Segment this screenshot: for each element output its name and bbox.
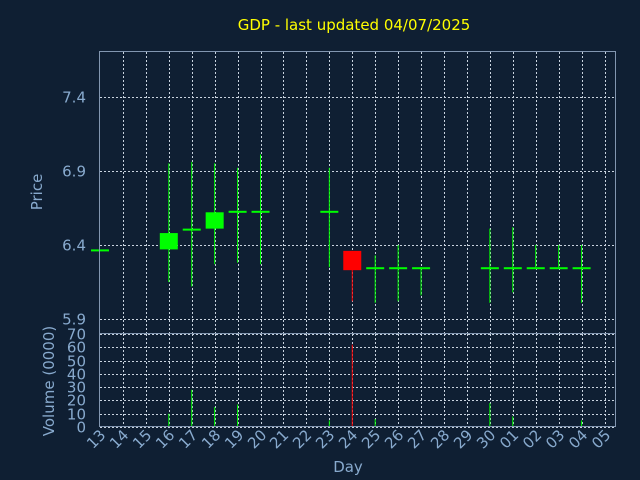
candle-body: [412, 267, 431, 270]
volume-tick-label: 40: [67, 366, 86, 384]
candle-body: [320, 210, 339, 213]
candle-body: [343, 250, 362, 271]
volume-bars: [168, 344, 583, 427]
candle-03: [549, 244, 568, 270]
volume-panel-frame: [99, 333, 616, 427]
volume-grid: [100, 334, 616, 428]
x-axis-ticks: 1314151617181920212223242526272829300102…: [83, 426, 614, 452]
price-candles: [91, 154, 591, 303]
candle-body: [526, 267, 545, 270]
candle-17: [182, 161, 201, 287]
candle-30: [480, 228, 499, 303]
volume-tick-label: 60: [67, 339, 86, 357]
volume-tick-label: 10: [67, 406, 86, 424]
candle-body: [503, 267, 522, 270]
volume-tick-label: 20: [67, 392, 86, 410]
price-tick-label: 7.4: [62, 89, 86, 107]
price-tick-label: 5.9: [62, 311, 86, 329]
candle-body: [389, 267, 408, 270]
candle-27: [412, 267, 431, 296]
candle-body: [572, 267, 591, 270]
candle-body: [549, 267, 568, 270]
volume-tick-label: 70: [67, 326, 86, 344]
chart-title: GDP - last updated 04/07/2025: [238, 16, 471, 34]
price-panel: 5.9 6.4 6.9 7.4 Price: [28, 51, 616, 334]
price-tick-label: 6.4: [62, 237, 86, 255]
volume-tick-label: 30: [67, 379, 86, 397]
price-axis-label: Price: [28, 174, 46, 211]
candle-02: [526, 244, 545, 270]
candle-body: [205, 212, 224, 229]
candle-25: [366, 255, 385, 303]
volume-axis-label: Volume (0000): [40, 326, 58, 436]
price-grid: [100, 52, 616, 334]
volume-tick-label: 0: [76, 419, 86, 437]
price-y-ticks: 5.9 6.4 6.9 7.4: [62, 89, 86, 329]
candle-body: [251, 210, 270, 213]
candle-01: [503, 227, 522, 293]
candle-body: [480, 267, 499, 270]
candle-body: [228, 210, 247, 213]
candle-body: [159, 233, 178, 250]
candle-19: [228, 167, 247, 263]
candle-24: [343, 250, 362, 302]
candle-16: [159, 163, 178, 283]
candle-body: [366, 267, 385, 270]
x-axis-label: Day: [333, 458, 363, 476]
candle-18: [205, 163, 224, 265]
volume-tick-label: 50: [67, 353, 86, 371]
candle-04: [572, 244, 591, 303]
price-tick-label: 6.9: [62, 163, 86, 181]
candle-26: [389, 244, 408, 302]
candle-20: [251, 154, 270, 265]
candle-body: [182, 228, 201, 231]
candle-23: [320, 167, 339, 268]
